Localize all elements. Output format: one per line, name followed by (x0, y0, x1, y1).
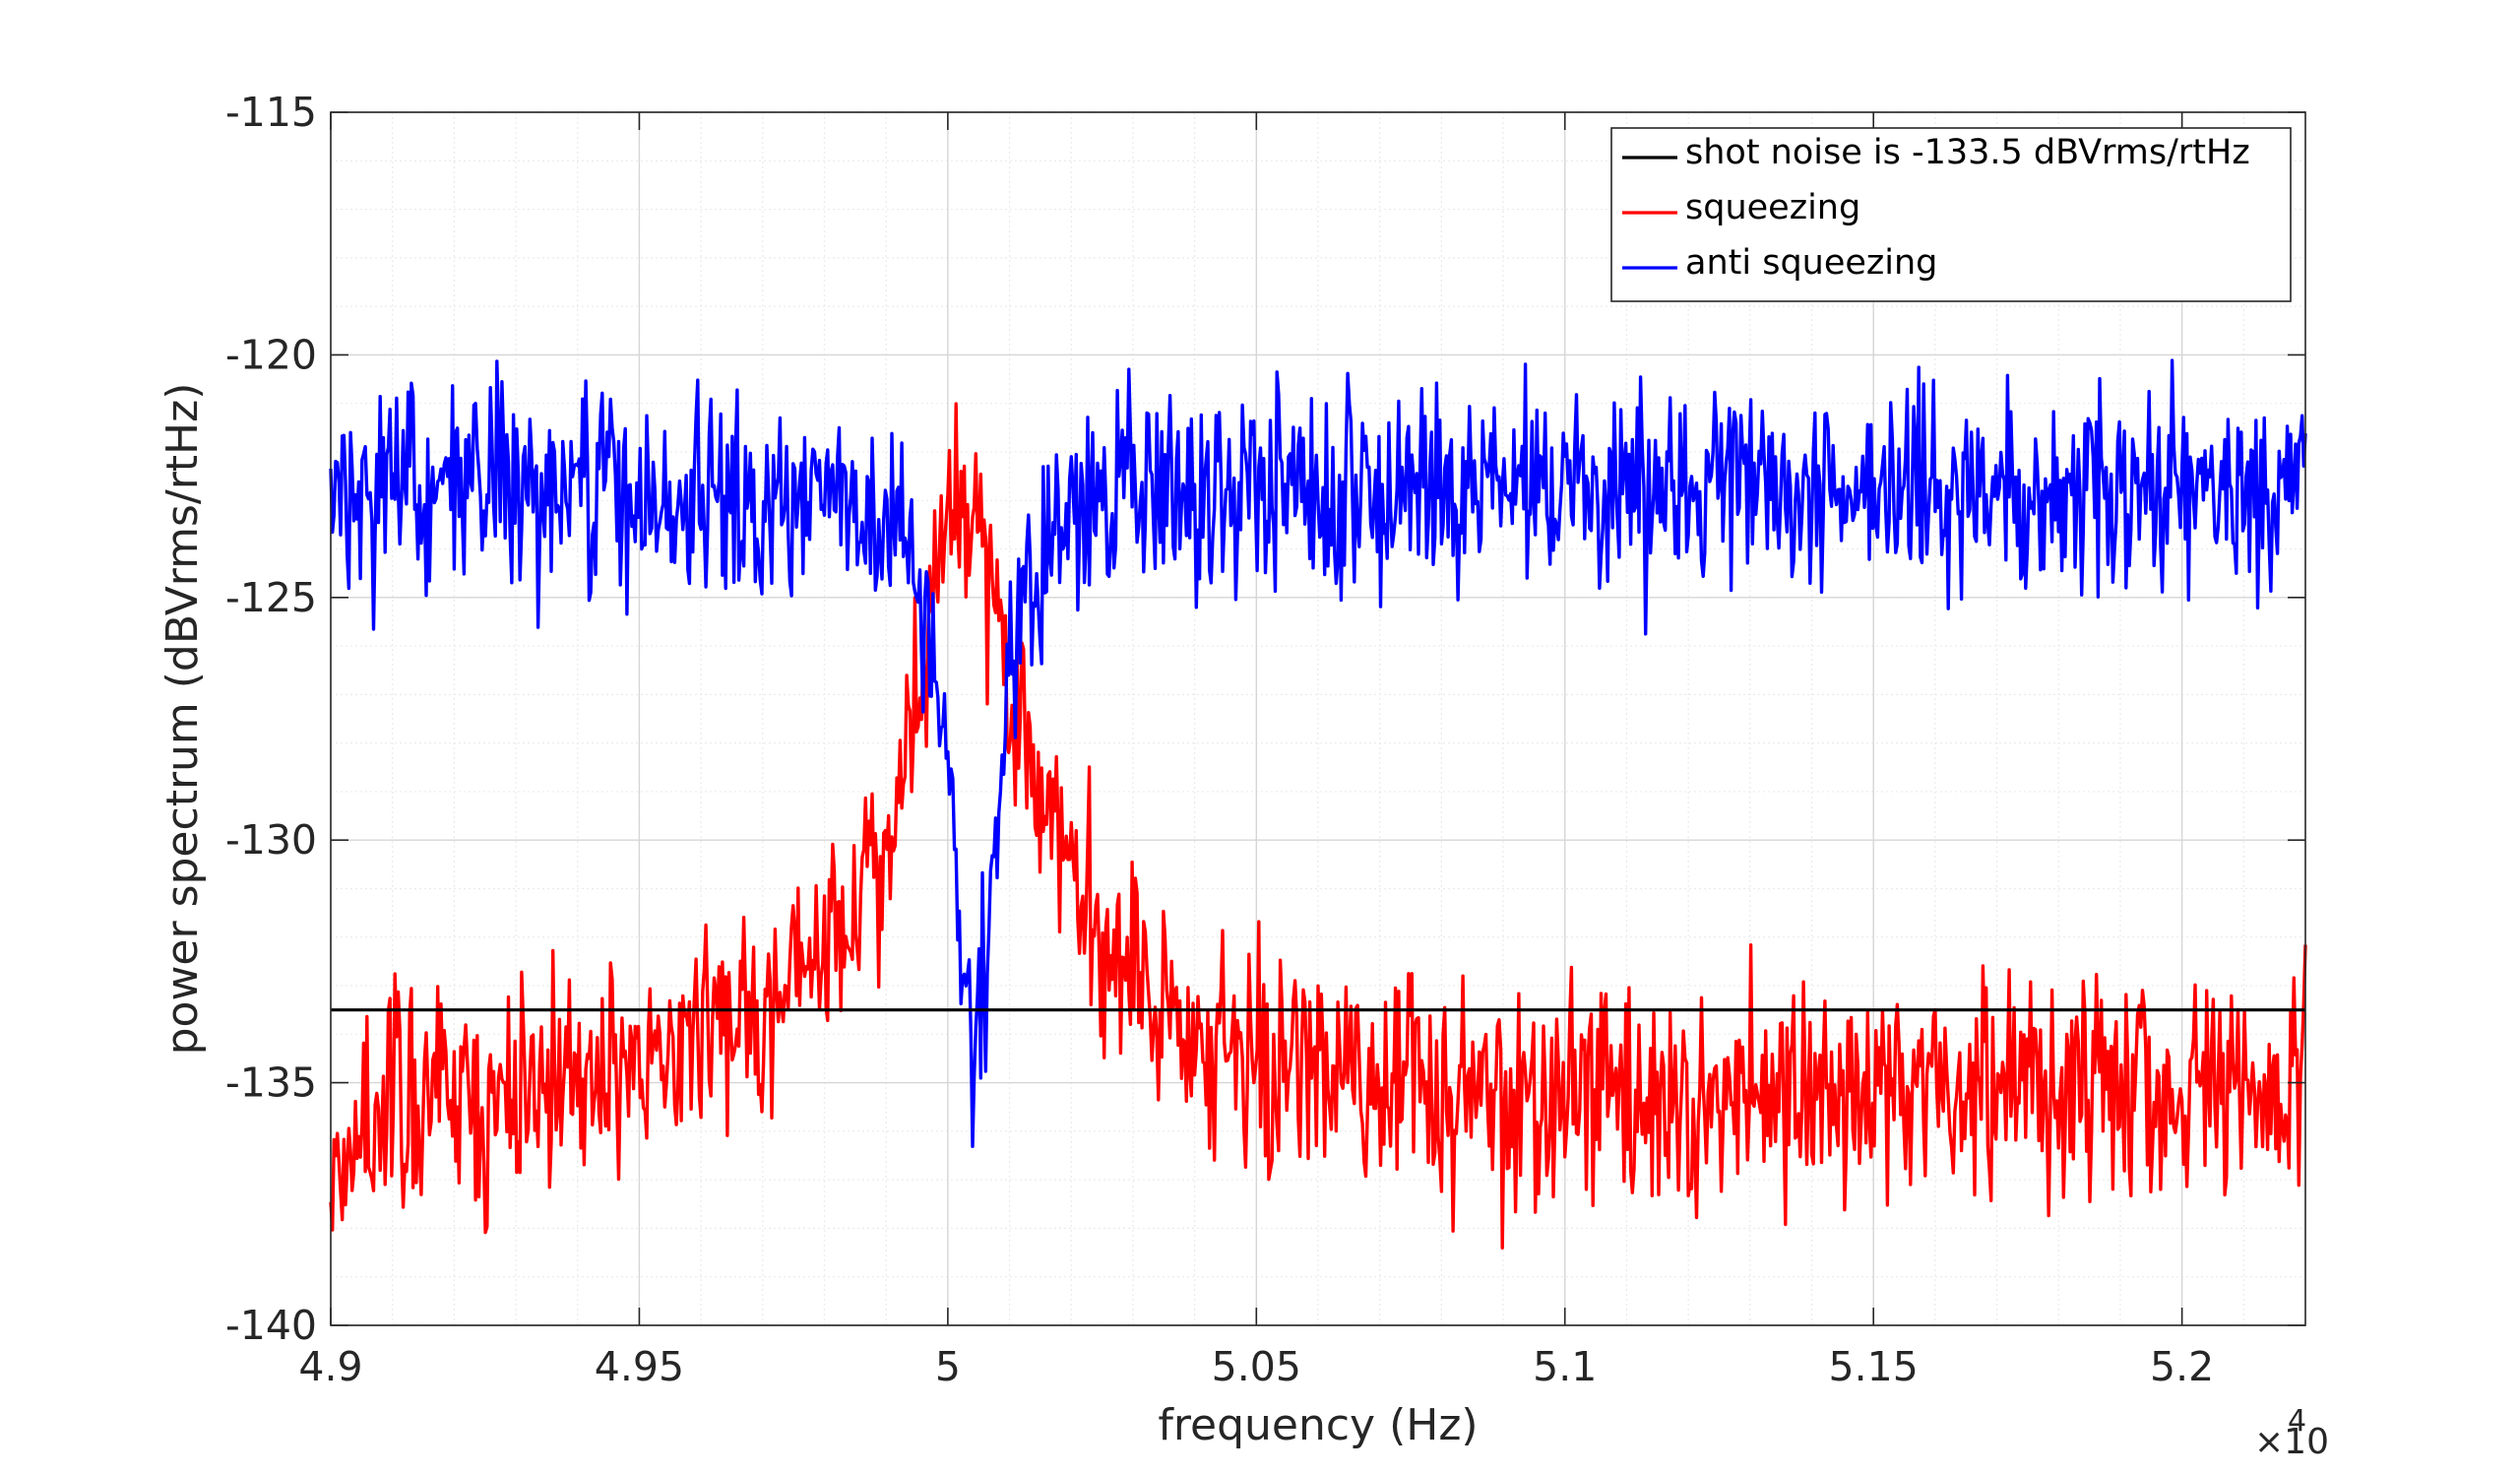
y-tick-label: -120 (225, 331, 317, 378)
legend-label-squeezing: squeezing (1685, 188, 1860, 227)
x-exponent-base: ×10 (2254, 1422, 2329, 1462)
x-tick-label: 4.95 (595, 1343, 684, 1390)
anti-squeezing-line (329, 358, 2307, 1148)
x-tick-label: 4.9 (298, 1343, 362, 1390)
y-tick-label: -125 (225, 574, 317, 621)
x-tick-label: 5.1 (1533, 1343, 1597, 1390)
axes-box (330, 111, 2306, 1326)
ticks (330, 111, 2305, 1326)
x-axis-label: frequency (Hz) (1158, 1400, 1478, 1450)
y-tick-label: -115 (225, 89, 317, 136)
x-exponent-power: 4 (2288, 1404, 2306, 1439)
legend-label-anti-squeezing: anti squeezing (1685, 243, 1937, 283)
y-tick-label: -140 (225, 1302, 317, 1349)
plot-lines (329, 358, 2307, 1251)
x-tick-label: 5.05 (1212, 1343, 1301, 1390)
legend-label-shot-noise: shot noise is -133.5 dBVrms/rtHz (1685, 133, 2250, 172)
x-tick-label: 5.15 (1829, 1343, 1919, 1390)
legend-box (1610, 127, 2292, 302)
x-exponent: ×10 4 (2254, 1404, 2329, 1462)
x-tick-label: 5.2 (2150, 1343, 2214, 1390)
y-tick-label: -130 (225, 816, 317, 864)
x-tick-label: 5 (935, 1343, 961, 1390)
tick-labels: 4.9 4.95 5 5.05 5.1 5.15 5.2 -140 -135 -130 -125 -1… (225, 89, 2214, 1390)
y-tick-label: -135 (225, 1059, 317, 1107)
legend: shot noise is -133.5 dBVrms/rtHz squeezi… (1610, 127, 2292, 302)
squeezing-line (329, 402, 2307, 1251)
y-axis-label: power spectrum (dBVrms/rtHz) (158, 383, 208, 1056)
